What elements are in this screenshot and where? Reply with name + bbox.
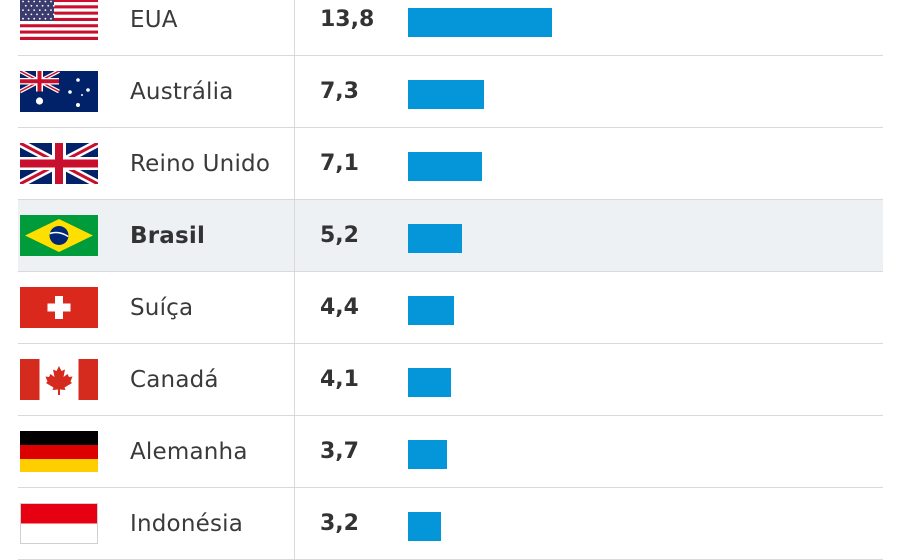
- table-row: Austrália 7,3: [18, 56, 883, 128]
- indonesia-flag-icon: [20, 503, 98, 544]
- table-row: Alemanha 3,7: [18, 416, 883, 488]
- country-label: Indonésia: [130, 511, 244, 537]
- column-divider: [294, 56, 295, 128]
- column-divider: [294, 344, 295, 416]
- value-label: 4,4: [320, 295, 359, 320]
- country-label: Austrália: [130, 79, 234, 105]
- brazil-flag-icon: [20, 215, 98, 256]
- column-divider: [294, 200, 295, 272]
- table-row: Reino Unido 7,1: [18, 128, 883, 200]
- value-label: 7,3: [320, 79, 359, 104]
- germany-flag-icon: [20, 431, 98, 472]
- bar: [408, 224, 462, 253]
- switzerland-flag-icon: [20, 287, 98, 328]
- column-divider: [294, 128, 295, 200]
- table-row: Canadá 4,1: [18, 344, 883, 416]
- bar: [408, 152, 482, 181]
- column-divider: [294, 0, 295, 56]
- canada-flag-icon: [20, 359, 98, 400]
- table-row: EUA 13,8: [18, 0, 883, 56]
- country-label: Canadá: [130, 367, 219, 393]
- table-row: Brasil 5,2: [18, 200, 883, 272]
- usa-flag-icon: [20, 0, 98, 40]
- australia-flag-icon: [20, 71, 98, 112]
- uk-flag-icon: [20, 143, 98, 184]
- value-label: 3,7: [320, 439, 359, 464]
- column-divider: [294, 488, 295, 560]
- country-label: Alemanha: [130, 439, 248, 465]
- column-divider: [294, 416, 295, 488]
- bar: [408, 8, 552, 37]
- bar: [408, 440, 447, 469]
- value-label: 7,1: [320, 151, 359, 176]
- bar: [408, 368, 451, 397]
- value-label: 5,2: [320, 223, 359, 248]
- country-label: Brasil: [130, 223, 206, 249]
- country-label: EUA: [130, 7, 178, 33]
- value-label: 13,8: [320, 7, 375, 32]
- value-label: 4,1: [320, 367, 359, 392]
- bar: [408, 512, 441, 541]
- column-divider: [294, 556, 295, 560]
- table-row: Indonésia 3,2: [18, 488, 883, 560]
- column-divider: [294, 272, 295, 344]
- bar: [408, 296, 454, 325]
- bar: [408, 80, 484, 109]
- table-row: Suíça 4,4: [18, 272, 883, 344]
- country-label: Suíça: [130, 295, 194, 321]
- country-label: Reino Unido: [130, 151, 271, 177]
- value-label: 3,2: [320, 511, 359, 536]
